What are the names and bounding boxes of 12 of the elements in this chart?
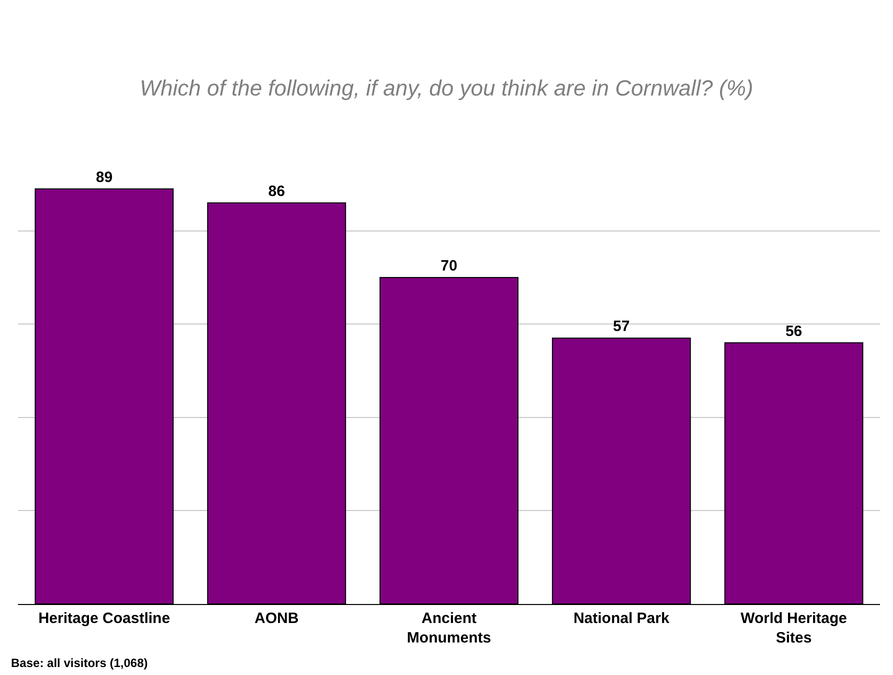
x-tick-label: National Park — [573, 610, 670, 627]
chart-title: Which of the following, if any, do you think are in Cornwall? (%) — [140, 75, 754, 100]
data-label: 70 — [440, 257, 458, 274]
data-label: 89 — [96, 168, 113, 186]
x-tick-label: World Heritage Sites — [740, 610, 848, 646]
data-label: 56 — [785, 322, 802, 340]
x-tick-label: Ancient Monuments — [406, 610, 492, 646]
data-label: 86 — [268, 182, 285, 200]
data-label: 57 — [613, 318, 630, 336]
x-tick-label: AONB — [254, 610, 299, 627]
text: Base: all visitors (1,068) — [11, 656, 148, 670]
x-tick-label: Heritage Coastline — [38, 610, 170, 627]
